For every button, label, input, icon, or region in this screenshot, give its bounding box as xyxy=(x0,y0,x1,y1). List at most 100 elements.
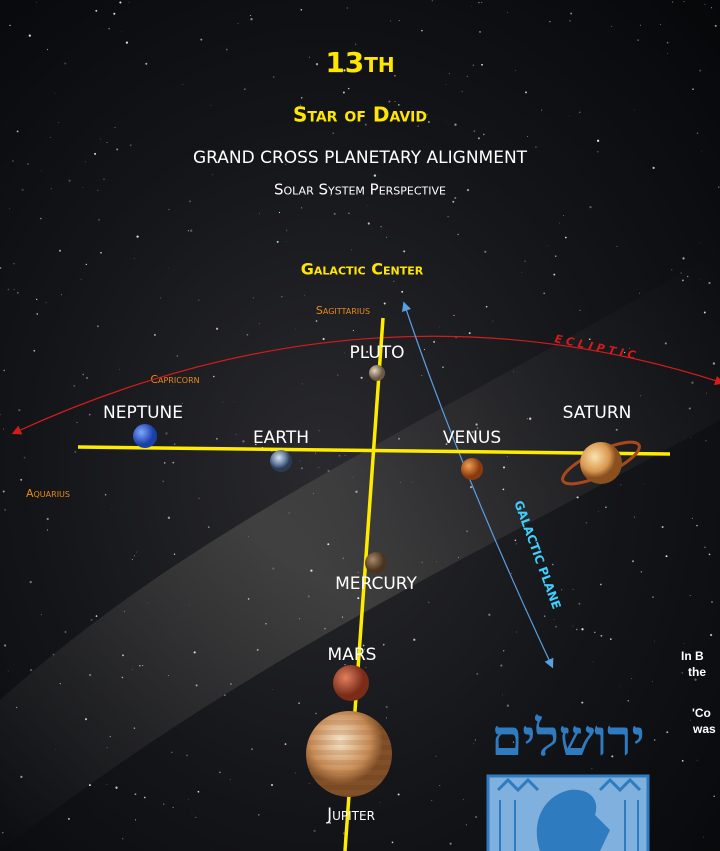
star xyxy=(18,409,20,411)
star xyxy=(344,353,345,354)
star xyxy=(535,146,537,148)
star xyxy=(478,137,480,139)
star xyxy=(348,213,349,214)
star xyxy=(478,2,479,3)
planet-label: SATURN xyxy=(563,403,632,423)
star xyxy=(132,669,133,670)
star xyxy=(107,747,108,748)
star xyxy=(119,369,120,370)
star xyxy=(433,341,435,343)
star xyxy=(51,188,52,189)
star xyxy=(183,84,184,85)
star xyxy=(132,559,133,560)
star xyxy=(660,24,661,25)
star xyxy=(332,132,333,133)
star xyxy=(704,312,706,314)
star xyxy=(69,180,71,182)
star xyxy=(662,526,664,528)
star xyxy=(610,638,612,640)
star xyxy=(250,18,252,20)
star xyxy=(689,407,691,409)
star xyxy=(580,310,581,311)
star xyxy=(323,338,325,340)
star xyxy=(392,842,394,844)
star xyxy=(342,558,344,560)
star xyxy=(3,429,4,430)
star xyxy=(338,455,340,457)
star xyxy=(3,370,5,372)
zodiac-label: Aquarius xyxy=(26,487,70,500)
star xyxy=(173,807,174,808)
star xyxy=(122,838,123,839)
star xyxy=(454,197,456,199)
star xyxy=(503,466,505,468)
star xyxy=(21,189,23,191)
star xyxy=(295,329,296,330)
star xyxy=(213,376,215,378)
star xyxy=(68,818,70,820)
star xyxy=(337,374,338,375)
star xyxy=(384,302,386,304)
star xyxy=(421,562,422,563)
star xyxy=(259,213,260,214)
star xyxy=(484,251,486,253)
planet-label: PLUTO xyxy=(349,343,404,363)
star xyxy=(713,796,715,798)
star xyxy=(298,702,300,704)
star xyxy=(301,207,302,208)
star xyxy=(398,438,400,440)
star xyxy=(398,794,400,796)
star xyxy=(442,366,443,367)
star xyxy=(682,760,684,762)
star xyxy=(488,614,490,616)
star xyxy=(134,727,136,729)
star xyxy=(106,142,107,143)
star xyxy=(234,401,235,402)
star xyxy=(361,377,363,379)
star xyxy=(165,432,167,434)
star xyxy=(652,167,654,169)
side-text: 'Co xyxy=(692,706,711,720)
star xyxy=(244,88,246,90)
star xyxy=(324,628,325,629)
star xyxy=(619,686,620,687)
star xyxy=(652,681,653,682)
star xyxy=(327,543,329,545)
star xyxy=(552,564,554,566)
star xyxy=(507,456,508,457)
star xyxy=(258,814,259,815)
star xyxy=(112,509,113,510)
star xyxy=(36,313,37,314)
star xyxy=(301,467,303,469)
star xyxy=(492,321,493,322)
subtitle: Star of David xyxy=(293,103,427,127)
star xyxy=(195,817,196,818)
star xyxy=(431,800,432,801)
star xyxy=(121,31,122,32)
star xyxy=(251,748,253,750)
star xyxy=(357,597,359,599)
star xyxy=(188,799,189,800)
star xyxy=(61,294,62,295)
star xyxy=(348,88,349,89)
star xyxy=(705,440,706,441)
star xyxy=(690,720,691,721)
star xyxy=(666,731,668,733)
star xyxy=(5,165,6,166)
star xyxy=(640,395,641,396)
star xyxy=(144,797,146,799)
star xyxy=(122,654,124,656)
star xyxy=(196,684,198,686)
star xyxy=(467,189,469,191)
star xyxy=(473,64,475,66)
star xyxy=(134,793,136,795)
star xyxy=(272,567,274,569)
star xyxy=(690,437,691,438)
star xyxy=(16,707,17,708)
star xyxy=(313,493,314,494)
star xyxy=(559,223,560,224)
diagram: 13th Star of David GRAND CROSS PLANETARY… xyxy=(0,0,720,851)
star xyxy=(89,784,91,786)
star xyxy=(208,526,210,528)
star xyxy=(289,512,290,513)
